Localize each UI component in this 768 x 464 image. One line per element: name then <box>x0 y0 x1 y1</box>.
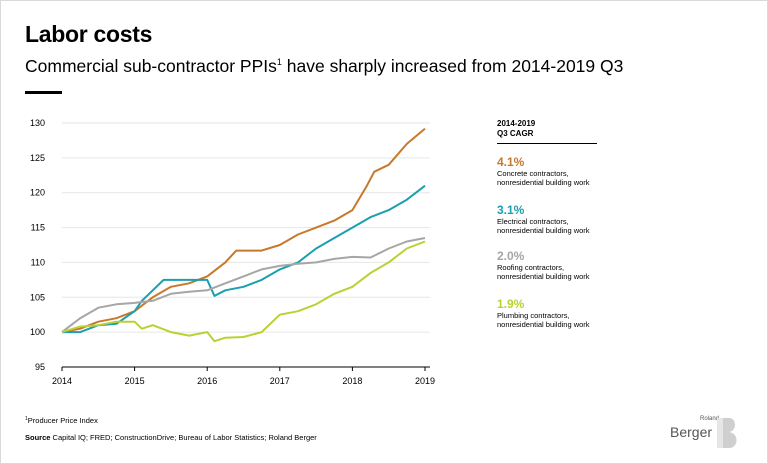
x-tick-label: 2017 <box>270 376 290 386</box>
y-tick-label: 100 <box>30 327 45 337</box>
legend-item-electrical: 3.1% Electrical contractors, nonresident… <box>497 203 617 235</box>
logo-mark-icon <box>717 418 737 448</box>
series-line-3 <box>61 240 426 343</box>
legend-desc-line1: Concrete contractors, <box>497 169 569 178</box>
x-tick-label: 2018 <box>342 376 362 386</box>
x-tick-label: 2014 <box>52 376 72 386</box>
legend-item-concrete: 4.1% Concrete contractors, nonresidentia… <box>497 155 617 187</box>
legend-item-plumbing: 1.9% Plumbing contractors, nonresidentia… <box>497 297 617 329</box>
page-title: Labor costs <box>25 21 153 47</box>
legend-heading: 2014-2019 Q3 CAGR <box>497 119 597 144</box>
legend-desc-line1: Roofing contractors, <box>497 263 565 272</box>
legend-desc-line2: nonresidential building work <box>497 178 590 187</box>
subtitle-rest: have sharply increased from 2014-2019 Q3 <box>281 56 624 76</box>
legend-value: 1.9% <box>497 297 525 311</box>
x-tick-label: 2015 <box>125 376 145 386</box>
page-subtitle: Commercial sub-contractor PPIs1 have sha… <box>25 56 623 77</box>
legend-value: 3.1% <box>497 203 525 217</box>
series-line-0 <box>61 127 426 334</box>
y-tick-label: 130 <box>30 118 45 128</box>
subtitle-footnote-marker: 1 <box>276 57 282 67</box>
legend-heading-line1: 2014-2019 <box>497 119 536 128</box>
logo-main-text: Berger <box>670 424 713 440</box>
y-tick-label: 95 <box>35 362 45 372</box>
legend-item-roofing: 2.0% Roofing contractors, nonresidential… <box>497 249 617 281</box>
y-tick-label: 115 <box>31 223 45 233</box>
legend-value: 4.1% <box>497 155 525 169</box>
legend: 2014-2019 Q3 CAGR 4.1% Concrete contract… <box>497 119 597 329</box>
chart-grid <box>62 122 430 368</box>
footnote: 1Producer Price Index <box>25 416 98 425</box>
source-text: Capital IQ; FRED; ConstructionDrive; Bur… <box>50 433 317 442</box>
x-tick-label: 2019 <box>415 376 435 386</box>
y-tick-label: 120 <box>30 188 45 198</box>
source-line: Source Capital IQ; FRED; ConstructionDri… <box>25 433 317 442</box>
legend-desc-line2: nonresidential building work <box>497 272 590 281</box>
x-tick-label: 2016 <box>197 376 217 386</box>
source-label: Source <box>25 433 51 442</box>
subtitle-main: Commercial sub-contractor PPIs <box>25 56 277 76</box>
legend-desc-line2: nonresidential building work <box>497 320 590 329</box>
legend-value: 2.0% <box>497 249 525 263</box>
y-tick-label: 125 <box>30 153 45 163</box>
legend-desc-line1: Plumbing contractors, <box>497 311 570 320</box>
roland-berger-logo: Roland Berger <box>670 416 750 450</box>
legend-desc-line2: nonresidential building work <box>497 226 590 235</box>
legend-heading-line2: Q3 CAGR <box>497 129 534 138</box>
y-tick-label: 110 <box>31 257 45 267</box>
logo-small-text: Roland <box>700 416 720 422</box>
footnote-marker: 1 <box>25 416 28 422</box>
series-line-2 <box>61 237 426 333</box>
series-line-1 <box>62 184 426 334</box>
chart-series <box>61 127 426 343</box>
footnote-text: Producer Price Index <box>27 416 98 425</box>
y-tick-label: 105 <box>30 292 45 302</box>
chart-axes: 95 100 105 110 115 120 125 130 2014 2015 2016 2017 2… <box>30 118 435 386</box>
title-rule <box>25 91 62 94</box>
legend-desc-line1: Electrical contractors, <box>497 217 569 226</box>
